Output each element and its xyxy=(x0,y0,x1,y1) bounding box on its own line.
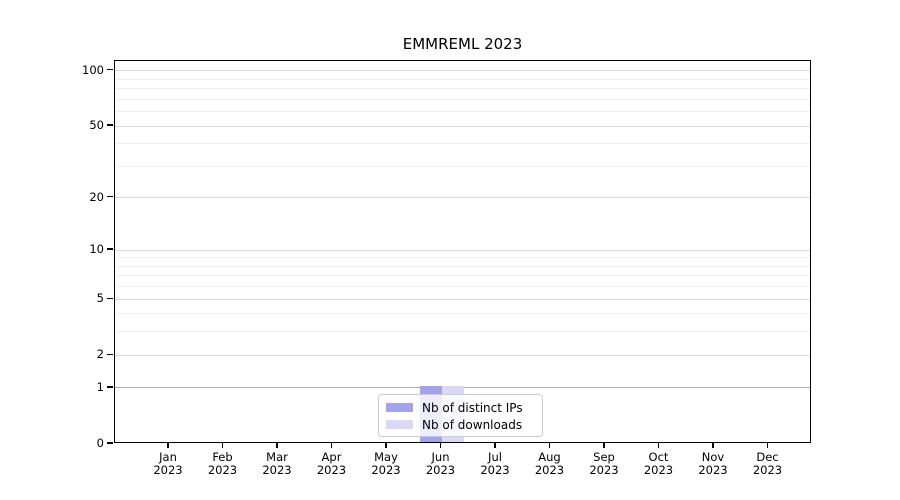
x-tick-label: Mar 2023 xyxy=(262,450,292,477)
gridline-minor xyxy=(115,165,810,167)
y-tick-mark xyxy=(107,196,113,198)
x-tick-label: Sep 2023 xyxy=(589,450,619,477)
y-tick-mark xyxy=(107,442,113,444)
gridline-major xyxy=(115,249,810,251)
gridline-minor xyxy=(115,265,810,267)
y-tick-label: 50 xyxy=(89,118,104,133)
legend-label: Nb of distinct IPs xyxy=(422,400,523,415)
x-tick-label: Nov 2023 xyxy=(698,450,728,477)
y-tick-label: 20 xyxy=(89,189,104,204)
y-tick-label: 1 xyxy=(96,379,104,394)
x-tick-mark xyxy=(603,443,605,448)
gridline-major xyxy=(115,354,810,356)
x-tick-mark xyxy=(494,443,496,448)
x-tick-label: May 2023 xyxy=(371,450,401,477)
gridline-minor xyxy=(115,286,810,288)
y-tick-mark xyxy=(107,248,113,250)
x-tick-label: Jul 2023 xyxy=(480,450,510,477)
legend-label: Nb of downloads xyxy=(422,417,523,432)
gridline-minor xyxy=(115,331,810,333)
x-tick-mark xyxy=(276,443,278,448)
x-tick-label: Oct 2023 xyxy=(643,450,674,477)
x-tick-label: Dec 2023 xyxy=(752,450,783,477)
x-tick-label: Apr 2023 xyxy=(316,450,347,477)
x-tick-label: Feb 2023 xyxy=(207,450,238,477)
y-tick-label: 2 xyxy=(96,347,104,362)
y-tick-mark xyxy=(107,386,113,388)
gridline-minor xyxy=(115,78,810,80)
gridline-minor xyxy=(115,257,810,259)
legend-entry: Nb of downloads xyxy=(386,416,542,433)
legend-entry: Nb of distinct IPs xyxy=(386,399,542,416)
x-tick-label: Jun 2023 xyxy=(425,450,456,477)
legend-swatch-icon xyxy=(386,403,413,412)
y-tick-label: 5 xyxy=(96,291,104,306)
legend: Nb of distinct IPs Nb of downloads xyxy=(378,394,543,437)
x-tick-mark xyxy=(439,443,442,448)
gridline-minor xyxy=(115,111,810,113)
x-tick-mark xyxy=(766,443,769,448)
gridline-minor xyxy=(115,313,810,315)
x-tick-mark xyxy=(548,443,551,448)
legend-swatch-icon xyxy=(386,420,413,429)
gridline-major xyxy=(115,298,810,300)
gridline-minor xyxy=(115,143,810,145)
plot-area xyxy=(114,60,811,443)
y-tick-label: 10 xyxy=(89,242,104,257)
gridline-major xyxy=(115,70,810,72)
gridline-minor xyxy=(115,275,810,277)
y-tick-mark xyxy=(107,297,113,299)
x-tick-mark xyxy=(221,443,224,448)
y-tick-mark xyxy=(107,353,113,355)
y-tick-label: 0 xyxy=(96,436,104,450)
y-tick-mark xyxy=(107,124,113,126)
x-tick-mark xyxy=(657,443,660,448)
gridline-major xyxy=(115,197,810,199)
x-tick-label: Jan 2023 xyxy=(153,450,183,477)
x-tick-mark xyxy=(385,443,387,448)
x-tick-mark xyxy=(712,443,714,448)
y-tick-label: 100 xyxy=(82,62,104,77)
gridline-minor xyxy=(115,98,810,100)
x-tick-mark xyxy=(330,443,333,448)
chart-title: EMMREML 2023 xyxy=(402,35,523,53)
gridline-major xyxy=(115,125,810,127)
y-tick-mark xyxy=(107,69,113,71)
gridline-minor xyxy=(115,88,810,90)
x-tick-label: Aug 2023 xyxy=(534,450,565,477)
x-tick-mark xyxy=(167,443,169,448)
